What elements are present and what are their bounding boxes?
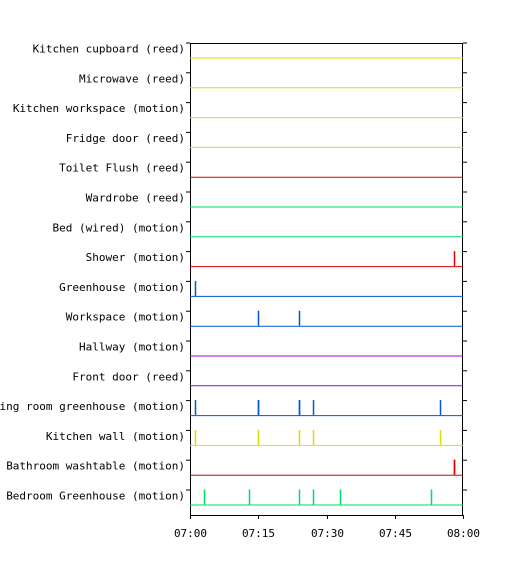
x-tick-label: 08:00 (447, 527, 480, 540)
sensor-row: Front door (reed) (72, 370, 467, 387)
sensor-label: Front door (reed) (72, 370, 185, 383)
sensor-label: Kitchen wall (motion) (46, 430, 185, 443)
sensor-row: Toilet Flush (reed) (59, 161, 467, 178)
sensor-label: Bed (wired) (motion) (53, 221, 185, 234)
sensor-row: Shower (motion) (86, 251, 467, 268)
x-tick-label: 07:45 (379, 527, 412, 540)
sensor-label: Workspace (motion) (66, 311, 185, 324)
sensor-row: Greenhouse (motion) (59, 280, 467, 297)
sensor-rows: Kitchen cupboard (reed) Microwave (reed) K… (0, 42, 467, 506)
sensor-row: Kitchen cupboard (reed) (33, 42, 467, 59)
sensor-label: Microwave (reed) (79, 72, 185, 85)
sensor-row: Bed (wired) (motion) (53, 221, 467, 238)
sensor-row: Workspace (motion) (66, 310, 467, 327)
x-tick-label: 07:15 (242, 527, 275, 540)
x-tick-label: 07:00 (174, 527, 207, 540)
sensor-row: Bedroom Greenhouse (motion) (6, 489, 467, 506)
sensor-label: Kitchen cupboard (reed) (33, 43, 185, 56)
sensor-label: Toilet Flush (reed) (59, 162, 185, 175)
sensor-label: Greenhouse (motion) (59, 281, 185, 294)
sensor-row: Kitchen wall (motion) (46, 429, 467, 446)
sensor-label: Bedroom Greenhouse (motion) (6, 490, 185, 503)
sensor-row: Kitchen workspace (motion) (13, 102, 467, 119)
sensor-row: Hallway (motion) (79, 340, 467, 357)
plot-frame (190, 43, 463, 516)
sensor-row: Bathroom washtable (motion) (6, 459, 467, 476)
sensor-row: Living room greenhouse (motion) (0, 400, 467, 417)
x-tick-label: 07:30 (311, 527, 344, 540)
sensor-label: Bathroom washtable (motion) (6, 460, 185, 473)
x-axis: 07:00 07:15 07:30 07:45 08:00 (174, 515, 480, 540)
sensor-label: Fridge door (reed) (66, 132, 185, 145)
sensor-label: Kitchen workspace (motion) (13, 102, 185, 115)
sensor-row: Microwave (reed) (79, 72, 467, 89)
sensor-label: Living room greenhouse (motion) (0, 400, 185, 413)
sensor-row: Wardrobe (reed) (86, 191, 467, 208)
sensor-label: Wardrobe (reed) (86, 192, 185, 205)
sensor-label: Hallway (motion) (79, 341, 185, 354)
sensor-row: Fridge door (reed) (66, 131, 467, 148)
sensor-label: Shower (motion) (86, 251, 185, 264)
